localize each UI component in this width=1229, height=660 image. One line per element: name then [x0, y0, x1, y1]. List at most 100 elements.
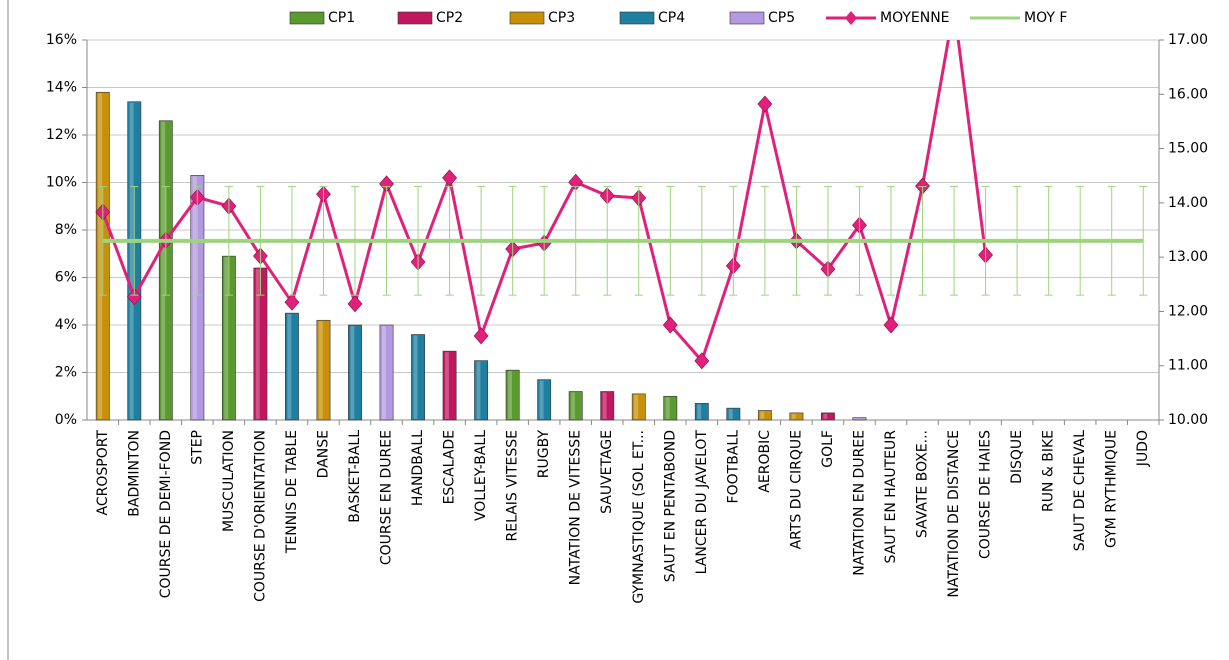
bar-shine: [413, 335, 418, 419]
y-tick-label: 0%: [55, 412, 77, 428]
y2-tick-label: 14.00: [1168, 195, 1208, 211]
bar-shine: [539, 380, 544, 419]
bar-shine: [728, 409, 733, 419]
x-tick-label: SAUVETAGE: [599, 430, 615, 514]
bar-shine: [224, 257, 229, 419]
legend-label: CP1: [328, 10, 355, 26]
bar: [348, 324, 362, 421]
bar: [537, 379, 552, 421]
bar: [568, 391, 583, 421]
bar: [663, 395, 678, 421]
x-tick-label: RUN & BIKE: [1041, 430, 1057, 512]
bar-shine: [760, 411, 765, 419]
x-tick-label: FOOTBALL: [725, 430, 741, 504]
line-marker: [442, 169, 457, 187]
line-marker: [347, 295, 363, 313]
bar: [631, 393, 646, 421]
x-tick-label: GOLF: [820, 430, 836, 468]
bar-shine: [791, 413, 796, 419]
x-tick-label: NATATION EN DUREE: [851, 430, 867, 576]
line-marker: [126, 288, 142, 306]
bar-shine: [192, 176, 197, 419]
bar: [442, 350, 457, 421]
bar: [789, 412, 804, 421]
y-tick-label: 2%: [55, 365, 77, 381]
bar-shine: [318, 321, 323, 419]
x-tick-label: SAUT EN HAUTEUR: [883, 430, 899, 564]
bar: [379, 324, 394, 421]
y-tick-label: 8%: [55, 222, 77, 238]
x-tick-label: SAUT DE CHEVAL: [1072, 430, 1088, 551]
legend-marker: [845, 11, 857, 25]
bar-shine: [697, 404, 702, 419]
bar-shine: [255, 269, 260, 419]
x-tick-label: ARTS DU CIRQUE: [788, 430, 804, 549]
line-layer: [95, 40, 1148, 370]
x-tick-label: SAUT EN PENTABOND: [662, 430, 678, 582]
x-tick-label: GYM RYTHMIQUE: [1104, 430, 1120, 548]
x-tick-label: LANCER DU JAVELOT: [694, 430, 710, 575]
x-tick-label: SAVATE BOXE...: [915, 430, 931, 538]
x-tick-label: COURSE DE DEMI-FOND: [158, 430, 174, 598]
bar-shine: [665, 397, 670, 419]
x-tick-label: JUDO: [1135, 430, 1151, 467]
x-tick-label: ESCALADE: [442, 430, 458, 504]
legend-label: CP3: [548, 10, 575, 26]
bar: [694, 403, 709, 421]
bar: [505, 369, 520, 421]
y-tick-label: 12%: [46, 127, 77, 143]
y-tick-label: 16%: [46, 32, 77, 48]
x-tick-label: HANDBALL: [410, 430, 426, 506]
legend-label: MOYENNE: [880, 10, 950, 26]
x-tick-label: VOLLEY-BALL: [473, 430, 489, 521]
x-tick-label: NATATION DE DISTANCE: [946, 430, 962, 598]
bar-shine: [98, 93, 103, 419]
bar-shine: [161, 121, 166, 419]
y2-tick-label: 10.00: [1168, 412, 1208, 428]
x-tick-label: COURSE D'ORIENTATION: [252, 430, 268, 602]
bar: [757, 410, 772, 421]
legend-label: CP5: [768, 10, 795, 26]
x-tick-label: BASKET-BALL: [347, 430, 363, 523]
y-tick-label: 10%: [46, 175, 77, 191]
line-marker: [473, 327, 489, 345]
legend-label: CP4: [658, 10, 685, 26]
x-tick-label: STEP: [189, 430, 205, 465]
x-tick-label: COURSE DE HAIES: [978, 430, 994, 559]
bar-shine: [602, 392, 607, 419]
bar-shine: [634, 394, 639, 419]
line-marker: [694, 352, 710, 370]
legend-label: MOY F: [1024, 10, 1067, 26]
y-tick-label: 6%: [55, 270, 77, 286]
bar-shine: [571, 392, 576, 419]
bar-shine: [444, 352, 449, 419]
y2-tick-label: 12.00: [1168, 303, 1208, 319]
bar-shine: [823, 413, 828, 419]
x-tick-label: ACROSPORT: [95, 430, 111, 516]
x-tick-label: BADMINTON: [126, 430, 142, 517]
bar-shine: [129, 102, 134, 419]
x-tick-label: MUSCULATION: [221, 430, 237, 532]
y-tick-label: 4%: [55, 317, 77, 333]
x-tick-label: AEROBIC: [757, 430, 773, 493]
y2-tick-label: 17.00: [1168, 32, 1208, 48]
bar-shine: [476, 361, 481, 419]
y2-tick-label: 11.00: [1168, 358, 1208, 374]
legend-label: CP2: [436, 10, 463, 26]
bar: [190, 175, 205, 421]
bar-shine: [287, 314, 292, 419]
bar: [285, 312, 299, 421]
bar-shine: [381, 326, 386, 419]
bar: [411, 334, 425, 421]
y2-tick-label: 15.00: [1168, 141, 1208, 157]
x-tick-label: NATATION DE VITESSE: [568, 430, 584, 585]
x-tick-label: RUGBY: [536, 430, 552, 479]
bar: [726, 407, 741, 421]
x-tick-label: DANSE: [315, 430, 331, 478]
legend-swatch: [729, 11, 765, 25]
bar: [316, 319, 331, 421]
line-marker: [284, 293, 300, 311]
line-marker: [883, 316, 899, 334]
bar: [852, 417, 867, 421]
